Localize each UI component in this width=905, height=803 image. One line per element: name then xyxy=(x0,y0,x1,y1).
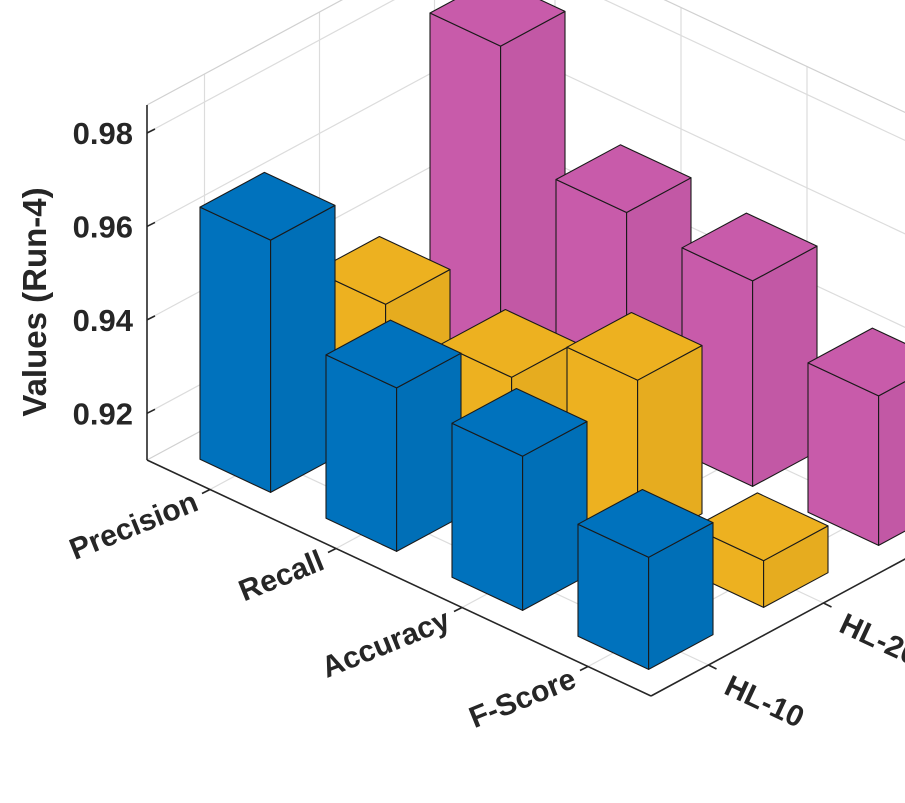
box-edge-0 xyxy=(146,0,344,106)
bar-hl-10-precision xyxy=(199,171,336,493)
series-label-hl-10: HL-10 xyxy=(720,669,809,734)
series-tick-1 xyxy=(823,602,832,608)
bar-hl-10-f-score xyxy=(577,488,714,670)
series-label-hl-20: HL-20 xyxy=(835,607,905,672)
z-gridline-3 xyxy=(146,0,905,142)
box-edge-1 xyxy=(663,0,905,114)
series-tick-0 xyxy=(708,664,717,670)
z-tick-1 xyxy=(146,315,156,321)
z-tick-label-2: 0.96 xyxy=(73,209,133,244)
bar-hl-30-f-score xyxy=(807,327,905,546)
category-axis-line xyxy=(146,459,652,697)
bar-hl-10-accuracy xyxy=(451,387,588,611)
bars-layer xyxy=(199,0,905,670)
category-tick-3 xyxy=(579,665,589,672)
category-label-f-score: F-Score xyxy=(465,662,581,734)
category-label-precision: Precision xyxy=(65,485,203,566)
axis-layer xyxy=(146,105,905,697)
z-axis-title: Values (Run-4) xyxy=(16,187,53,416)
category-tick-0 xyxy=(201,488,211,495)
z-tick-0 xyxy=(146,408,156,415)
category-tick-1 xyxy=(327,547,337,554)
category-label-recall: Recall xyxy=(234,544,328,608)
z-tick-label-3: 0.98 xyxy=(73,116,133,151)
category-label-accuracy: Accuracy xyxy=(317,603,455,684)
z-tick-label-0: 0.92 xyxy=(73,396,133,431)
category-tick-2 xyxy=(453,606,463,613)
bar-hl-10-recall xyxy=(325,319,462,552)
z-tick-2 xyxy=(146,221,156,228)
z-tick-3 xyxy=(146,128,156,134)
z-tick-label-1: 0.94 xyxy=(73,303,134,338)
